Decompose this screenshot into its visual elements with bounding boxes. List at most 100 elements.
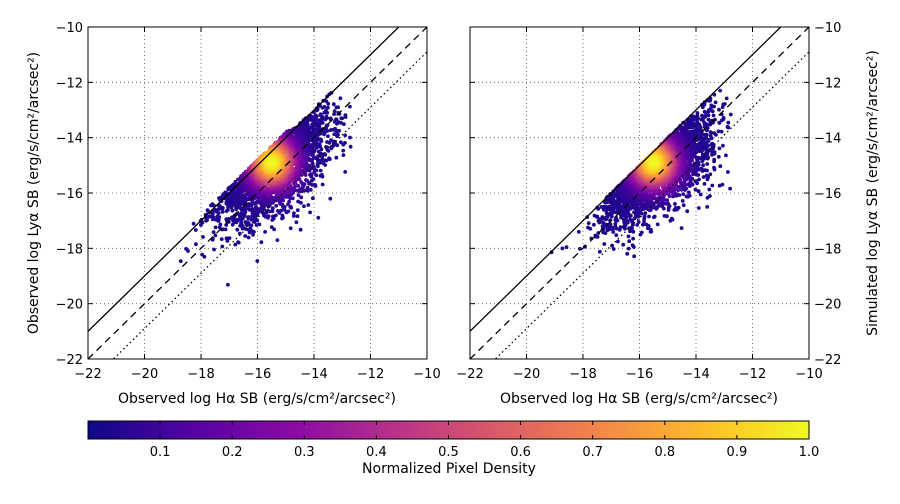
x-tick-label: −20 bbox=[131, 367, 158, 382]
scatter-point bbox=[179, 259, 183, 263]
scatter-point bbox=[681, 199, 685, 203]
scatter-point bbox=[224, 228, 228, 232]
scatter-point bbox=[676, 188, 680, 192]
scatter-point bbox=[588, 227, 592, 231]
scatter-point bbox=[270, 225, 274, 229]
scatter-point bbox=[332, 112, 336, 116]
scatter-point bbox=[561, 247, 565, 251]
scatter-point bbox=[316, 216, 320, 220]
scatter-point bbox=[339, 116, 343, 120]
scatter-point bbox=[319, 169, 323, 173]
scatter-point bbox=[271, 206, 275, 210]
scatter-point bbox=[214, 226, 218, 230]
scatter-point bbox=[687, 182, 691, 186]
scatter-point bbox=[296, 200, 300, 204]
y-tick-label: −18 bbox=[56, 242, 83, 257]
scatter-point bbox=[711, 110, 715, 114]
scatter-point bbox=[308, 173, 312, 177]
scatter-point bbox=[680, 226, 684, 230]
scatter-point bbox=[236, 240, 240, 244]
scatter-point bbox=[297, 193, 301, 197]
scatter-point bbox=[274, 214, 278, 218]
scatter-point bbox=[349, 145, 353, 149]
y-tick-label: −22 bbox=[56, 353, 83, 368]
scatter-point bbox=[306, 186, 310, 190]
scatter-point bbox=[610, 215, 614, 219]
scatter-point bbox=[319, 174, 323, 178]
scatter-point bbox=[217, 211, 221, 215]
scatter-point bbox=[341, 149, 345, 153]
scatter-point bbox=[630, 226, 634, 230]
scatter-point bbox=[246, 220, 250, 224]
left-y-axis-label: Observed log Lyα SB (erg/s/cm²/arcsec²) bbox=[26, 52, 42, 334]
scatter-point bbox=[602, 242, 606, 246]
scatter-point bbox=[701, 105, 705, 109]
scatter-point bbox=[343, 170, 347, 174]
scatter-point bbox=[707, 118, 711, 122]
scatter-point bbox=[258, 223, 262, 227]
scatter-point bbox=[693, 179, 697, 183]
scatter-point bbox=[217, 215, 221, 219]
scatter-point bbox=[220, 237, 224, 241]
scatter-point bbox=[235, 228, 239, 232]
scatter-point bbox=[706, 178, 710, 182]
scatter-point bbox=[322, 111, 326, 115]
scatter-point bbox=[685, 209, 689, 213]
scatter-point bbox=[726, 170, 730, 174]
scatter-point bbox=[192, 222, 196, 226]
reference-line-dotted bbox=[88, 52, 427, 384]
scatter-point bbox=[322, 133, 326, 137]
scatter-point bbox=[596, 235, 600, 239]
scatter-point bbox=[670, 217, 674, 221]
scatter-point bbox=[206, 208, 210, 212]
scatter-point bbox=[685, 195, 689, 199]
scatter-point bbox=[220, 245, 224, 249]
scatter-point bbox=[709, 130, 713, 134]
scatter-point bbox=[725, 97, 729, 101]
scatter-point bbox=[299, 228, 303, 232]
scatter-point bbox=[726, 121, 730, 125]
scatter-point bbox=[699, 193, 703, 197]
scatter-point bbox=[333, 120, 337, 124]
scatter-point bbox=[292, 211, 296, 215]
scatter-point bbox=[718, 164, 722, 168]
scatter-point bbox=[718, 147, 722, 151]
scatter-point bbox=[186, 249, 190, 253]
scatter-point bbox=[289, 226, 293, 230]
scatter-point bbox=[616, 240, 620, 244]
scatter-point bbox=[673, 202, 677, 206]
scatter-point bbox=[201, 235, 205, 239]
scatter-point bbox=[697, 206, 701, 210]
scatter-point bbox=[724, 154, 728, 158]
scatter-point bbox=[703, 182, 707, 186]
x-tick-label: −16 bbox=[244, 367, 271, 382]
scatter-point bbox=[621, 243, 625, 247]
x-tick-label: −12 bbox=[357, 367, 384, 382]
scatter-point bbox=[212, 248, 216, 252]
scatter-point bbox=[343, 133, 347, 137]
scatter-point bbox=[694, 188, 698, 192]
scatter-point bbox=[226, 283, 230, 287]
scatter-point bbox=[194, 242, 198, 246]
scatter-point bbox=[705, 162, 709, 166]
scatter-point bbox=[687, 190, 691, 194]
scatter-point bbox=[214, 234, 218, 238]
scatter-point bbox=[631, 243, 635, 247]
scatter-point bbox=[627, 235, 631, 239]
scatter-point bbox=[316, 162, 320, 166]
scatter-point bbox=[712, 114, 716, 118]
scatter-point bbox=[641, 223, 645, 227]
scatter-point bbox=[682, 203, 686, 207]
scatter-point bbox=[702, 175, 706, 179]
scatter-point bbox=[726, 125, 730, 129]
scatter-point bbox=[255, 259, 259, 263]
scatter-point bbox=[276, 238, 280, 242]
scatter-point bbox=[221, 206, 225, 210]
scatter-point bbox=[314, 114, 318, 118]
scatter-point bbox=[647, 215, 651, 219]
scatter-point bbox=[306, 203, 310, 207]
left-scatter-points bbox=[179, 91, 353, 287]
scatter-point bbox=[328, 197, 332, 201]
y-tick-label: −20 bbox=[56, 298, 83, 313]
